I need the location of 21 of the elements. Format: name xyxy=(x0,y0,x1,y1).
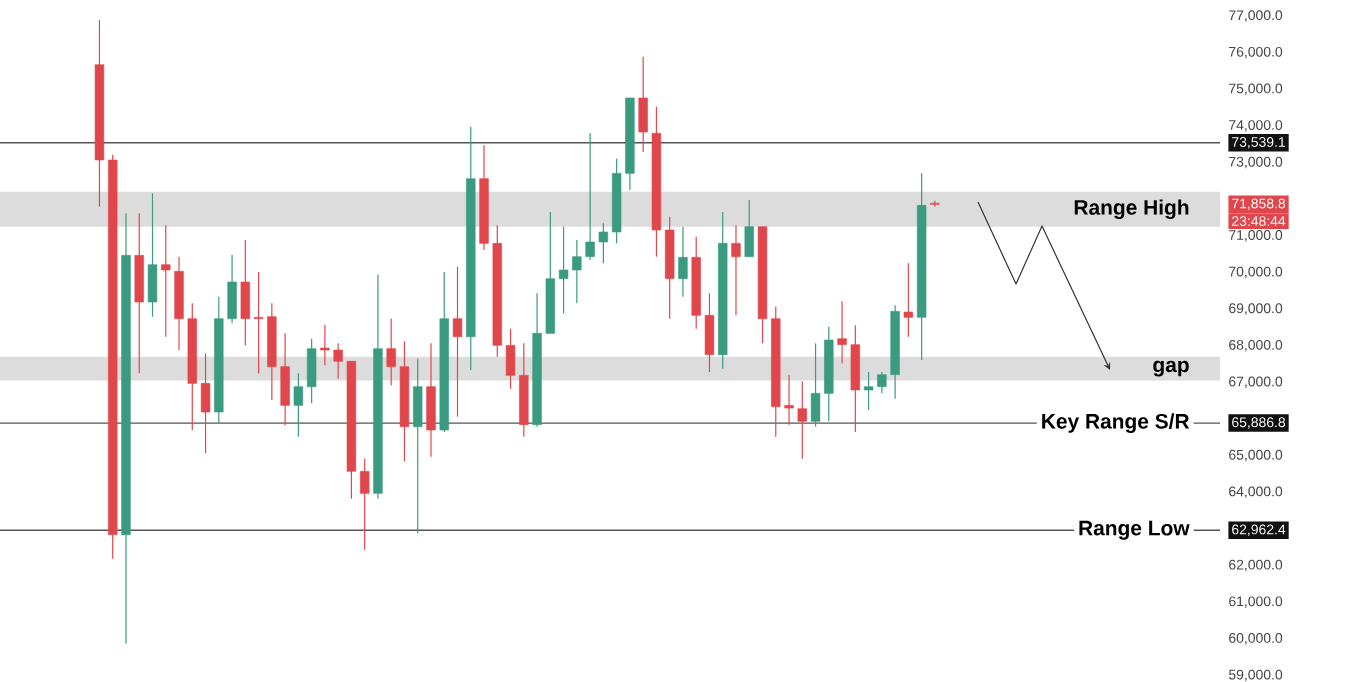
candlestick xyxy=(306,338,317,404)
candlestick xyxy=(240,239,250,346)
candlestick xyxy=(903,262,914,338)
candlestick xyxy=(744,199,754,258)
candlestick xyxy=(452,266,463,418)
candlestick xyxy=(426,342,436,458)
band-label: Range High xyxy=(1074,199,1189,220)
candlestick xyxy=(360,458,370,551)
ref-line-label: Key Range S/R xyxy=(1042,413,1190,433)
band-label: gap xyxy=(1153,360,1189,377)
candlestick xyxy=(930,200,940,208)
candlestick xyxy=(134,212,144,374)
candlestick xyxy=(731,224,741,316)
candlestick xyxy=(161,224,171,338)
candlestick xyxy=(413,358,423,534)
candlestick xyxy=(678,226,688,298)
candlestick xyxy=(293,372,304,438)
candlestick xyxy=(200,352,211,454)
candlestick xyxy=(638,56,648,153)
ref-line-label: Range Low xyxy=(1079,520,1190,540)
candlestick xyxy=(147,192,158,318)
